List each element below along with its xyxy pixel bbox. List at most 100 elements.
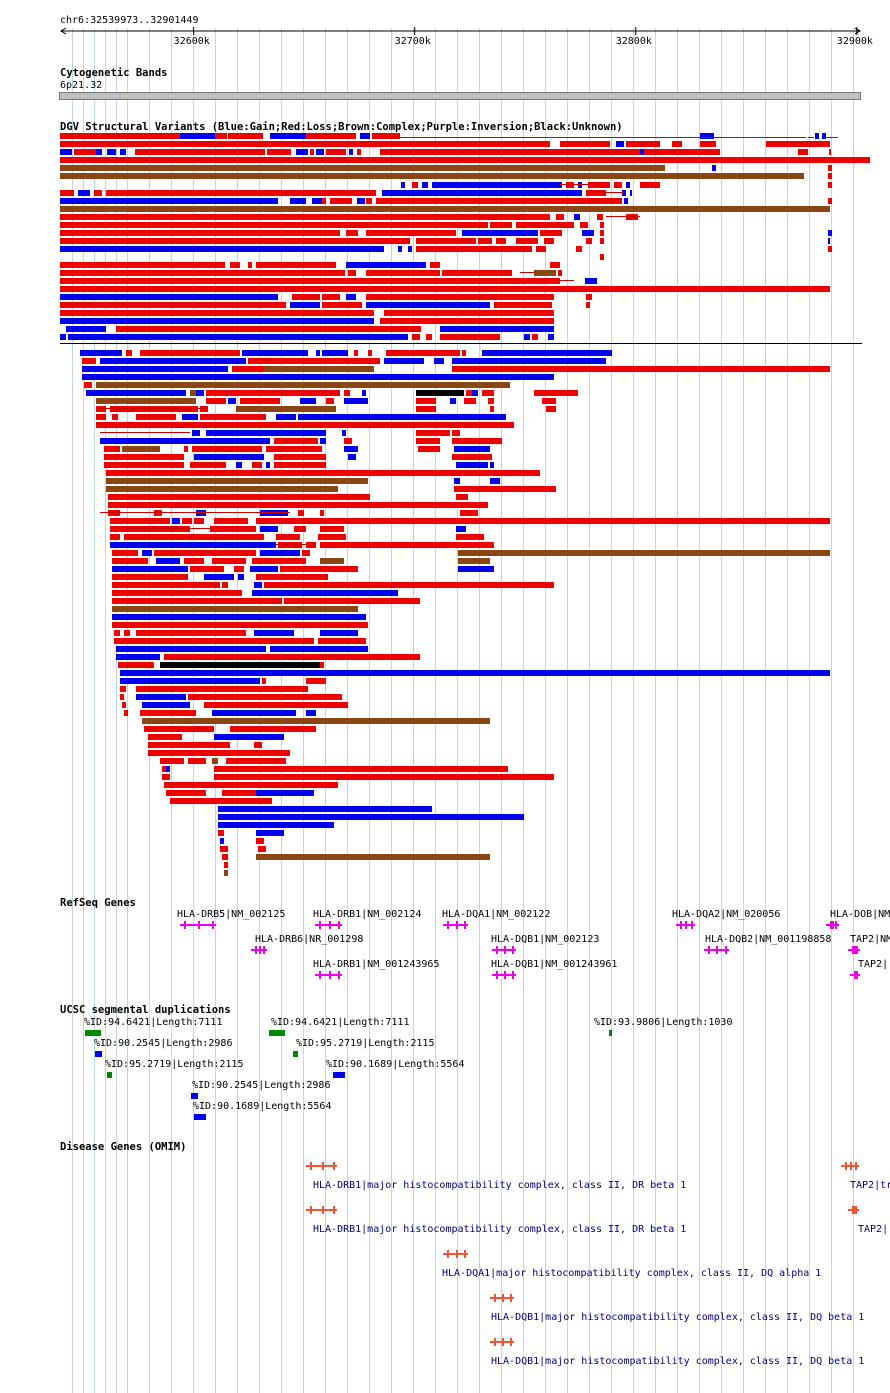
sv-bar	[320, 438, 326, 444]
omim-gene-label[interactable]: HLA-DQA1|major histocompatibility comple…	[442, 1268, 822, 1279]
sv-bar	[398, 246, 402, 252]
refseq-gene-glyph[interactable]	[675, 924, 696, 926]
sv-bar	[434, 358, 444, 364]
sv-bar	[488, 398, 494, 404]
segdup-glyph[interactable]	[293, 1051, 298, 1057]
segdup-glyph[interactable]	[85, 1030, 102, 1036]
refseq-gene-label[interactable]: HLA-DQA2|NM_020056	[672, 909, 781, 920]
omim-gene-glyph[interactable]	[841, 1165, 859, 1167]
sv-bar	[222, 790, 256, 796]
segdup-glyph[interactable]	[609, 1030, 612, 1036]
sv-bar	[60, 310, 374, 316]
sv-bar	[78, 190, 90, 196]
segdup-label[interactable]: %ID:90.2545|Length:2986	[94, 1038, 233, 1049]
refseq-gene-glyph[interactable]	[180, 924, 216, 926]
dgv-divider	[60, 343, 862, 344]
sv-bar	[228, 398, 236, 404]
refseq-gene-glyph[interactable]	[315, 924, 342, 926]
sv-bar	[558, 270, 562, 276]
segdup-label[interactable]: %ID:94.6421|Length:7111	[84, 1017, 223, 1028]
sv-bar	[270, 646, 368, 652]
refseq-gene-glyph[interactable]	[704, 949, 729, 951]
refseq-gene-label[interactable]: HLA-DQB2|NM_001198858	[705, 934, 832, 945]
refseq-gene-label[interactable]: HLA-DRB1|NM_002124	[313, 909, 422, 920]
sv-bar	[262, 678, 266, 684]
sv-bar	[416, 406, 436, 412]
sv-bar	[60, 262, 225, 268]
sv-bar	[136, 694, 186, 700]
sv-bar	[490, 222, 512, 228]
sv-bar	[108, 510, 120, 516]
refseq-gene-label[interactable]: HLA-DRB1|NM_001243965	[313, 959, 440, 970]
segdup-glyph[interactable]	[332, 1072, 346, 1078]
grid-line	[105, 28, 106, 1393]
sv-bar	[230, 262, 240, 268]
sv-bar	[256, 574, 328, 580]
sv-bar	[324, 638, 366, 644]
refseq-gene-label[interactable]: HLA-DQB1|NM_002123	[491, 934, 600, 945]
refseq-gene-label[interactable]: HLA-DRB5|NM_002125	[177, 909, 286, 920]
sv-bar	[196, 510, 206, 516]
refseq-gene-glyph[interactable]	[315, 974, 342, 976]
sv-bar	[458, 558, 490, 564]
segdup-glyph[interactable]	[268, 1030, 285, 1036]
omim-gene-label[interactable]: HLA-DRB1|major histocompatibility comple…	[313, 1224, 687, 1235]
sv-bar	[624, 198, 628, 204]
omim-gene-exon	[493, 1294, 496, 1302]
sv-bar	[464, 398, 476, 404]
segdup-label[interactable]: %ID:94.6421|Length:7111	[271, 1017, 410, 1028]
sv-bar	[60, 294, 278, 300]
refseq-gene-label[interactable]: HLA-DQB1|NM_001243961	[491, 959, 618, 970]
refseq-gene-label[interactable]: TAP2|NM	[850, 934, 890, 945]
sv-bar	[260, 526, 278, 532]
sv-bar	[260, 510, 288, 516]
sv-bar	[516, 238, 538, 244]
refseq-gene-label[interactable]: HLA-DOB|NM	[830, 909, 890, 920]
sv-connector	[520, 272, 534, 273]
sv-bar	[320, 630, 358, 636]
omim-gene-label[interactable]: TAP2|	[858, 1224, 889, 1235]
sv-bar	[300, 398, 316, 404]
sv-bar	[60, 149, 72, 155]
sv-bar	[452, 438, 502, 444]
cytoband-bar	[59, 92, 861, 100]
sv-bar	[160, 662, 320, 668]
refseq-gene-label[interactable]: TAP2|	[858, 959, 889, 970]
sv-bar	[452, 430, 460, 436]
segdup-glyph[interactable]	[107, 1072, 113, 1078]
segdup-label[interactable]: %ID:90.1689|Length:5564	[326, 1059, 465, 1070]
sv-bar	[116, 646, 266, 652]
sv-bar	[148, 750, 290, 756]
segdup-glyph[interactable]	[95, 1051, 102, 1057]
sv-bar	[170, 798, 272, 804]
sv-bar	[214, 734, 284, 740]
segdup-label[interactable]: %ID:90.1689|Length:5564	[193, 1101, 332, 1112]
omim-gene-label[interactable]: HLA-DRB1|major histocompatibility comple…	[313, 1180, 687, 1191]
segdup-label[interactable]: %ID:95.2719|Length:2115	[105, 1059, 244, 1070]
sv-bar	[252, 462, 262, 468]
sv-bar	[222, 558, 246, 564]
sv-bar	[110, 406, 198, 412]
segdup-glyph[interactable]	[193, 1114, 206, 1120]
sv-bar	[700, 141, 716, 147]
sv-bar	[829, 149, 831, 155]
sv-bar	[320, 662, 324, 668]
omim-gene-label[interactable]: HLA-DQB1|major histocompatibility comple…	[491, 1356, 865, 1367]
sv-bar	[108, 502, 488, 508]
refseq-gene-label[interactable]: HLA-DQA1|NM_002122	[442, 909, 551, 920]
sv-bar	[112, 574, 188, 580]
refseq-gene-label[interactable]: HLA-DRB6|NR_001298	[255, 934, 364, 945]
omim-gene-label[interactable]: HLA-DQB1|major histocompatibility comple…	[491, 1312, 865, 1323]
segdup-track-title: UCSC segmental duplications	[60, 1004, 231, 1016]
sv-bar	[142, 550, 152, 556]
grid-line	[589, 28, 590, 1393]
grid-line	[523, 28, 524, 1393]
omim-gene-label[interactable]: TAP2|tr	[850, 1180, 890, 1191]
segdup-label[interactable]: %ID:90.2545|Length:2986	[192, 1080, 331, 1091]
segdup-label[interactable]: %ID:93.9806|Length:1030	[594, 1017, 733, 1028]
sv-bar	[112, 598, 282, 604]
segdup-glyph[interactable]	[191, 1093, 199, 1099]
sv-connector	[560, 184, 590, 185]
segdup-label[interactable]: %ID:95.2719|Length:2115	[296, 1038, 435, 1049]
